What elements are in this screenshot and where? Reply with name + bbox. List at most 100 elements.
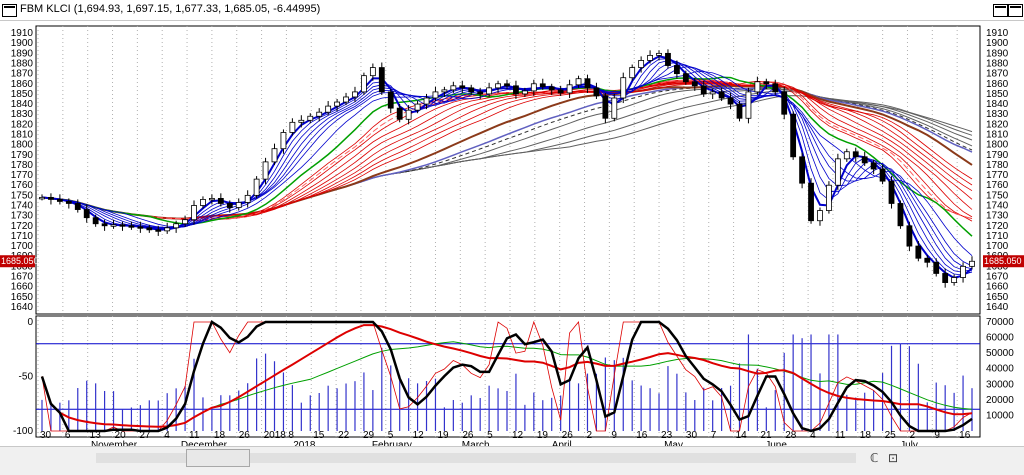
- candle-body: [861, 156, 868, 164]
- month-label: May: [664, 440, 683, 446]
- date-tick-label: 12: [512, 430, 524, 441]
- candle-body: [647, 54, 653, 61]
- minimize-button[interactable]: [993, 4, 1008, 17]
- date-tick-label: 19: [537, 430, 549, 441]
- candle-body: [486, 87, 493, 95]
- price-tick-right: 1840: [986, 99, 1009, 110]
- candle-body: [727, 97, 734, 105]
- candle-body: [960, 265, 966, 278]
- candle-body: [369, 67, 376, 77]
- price-tick-left: 1750: [11, 190, 34, 201]
- price-tick-left: 1670: [11, 272, 34, 283]
- price-tick-right: 1890: [986, 48, 1009, 59]
- candle-body: [74, 203, 81, 210]
- date-tick-label: 18: [860, 430, 872, 441]
- date-tick-label: 19: [437, 430, 449, 441]
- candle-body: [852, 151, 859, 158]
- volume-tick-right: 30000: [986, 379, 1014, 390]
- candle-body: [83, 209, 90, 219]
- candle-body: [924, 257, 931, 263]
- candle-body: [378, 67, 385, 93]
- candle-body: [39, 196, 45, 200]
- price-tick-right: 1820: [986, 119, 1009, 130]
- volume-tick-right: 70000: [986, 317, 1014, 328]
- candle-body: [951, 277, 958, 283]
- last-price-marker: [0, 255, 35, 268]
- candle-body: [173, 223, 180, 229]
- date-tick-label: 23: [661, 430, 673, 441]
- price-tick-left: 1710: [11, 231, 34, 242]
- candle-body: [763, 81, 770, 85]
- last-price-label: 1685.050: [1, 256, 39, 266]
- month-label: February: [372, 440, 412, 446]
- candle-body: [790, 113, 797, 158]
- price-tick-right: 1730: [986, 211, 1009, 222]
- price-tick-left: 1820: [11, 119, 34, 130]
- candle-body: [888, 180, 895, 204]
- date-tick-label: 2: [587, 430, 593, 441]
- mode-icon[interactable]: ℂ: [870, 451, 879, 465]
- candle-body: [155, 229, 162, 232]
- red-moving-average: [41, 79, 973, 222]
- candle-body: [611, 97, 618, 119]
- candle-body: [709, 91, 716, 95]
- date-tick-label: 26: [462, 430, 474, 441]
- candle-body: [933, 261, 940, 274]
- price-tick-left: 1860: [11, 79, 34, 90]
- candle-body: [638, 60, 645, 68]
- candle-body: [235, 202, 242, 208]
- candle-body: [101, 223, 108, 227]
- candle-body: [56, 199, 63, 202]
- blue-moving-average: [41, 71, 973, 256]
- candle-body: [584, 78, 591, 89]
- restore-button[interactable]: [1008, 4, 1023, 17]
- date-tick-label: 12: [413, 430, 425, 441]
- stochastic-fast-line: [40, 320, 973, 433]
- price-tick-right: 1710: [986, 231, 1009, 242]
- candle-body: [521, 90, 528, 95]
- candle-body: [575, 78, 582, 86]
- candle-body: [271, 148, 278, 163]
- candle-body: [915, 245, 922, 259]
- date-tick-label: 11: [835, 430, 846, 441]
- candle-body: [146, 227, 153, 231]
- window-menu-icon[interactable]: [2, 4, 17, 17]
- date-tick-label: 26: [562, 430, 574, 441]
- date-tick-label: 30: [40, 430, 52, 441]
- candle-body: [906, 225, 913, 247]
- date-tick-label: 7: [711, 430, 717, 441]
- date-tick-label: 30: [686, 430, 698, 441]
- candle-body: [539, 83, 546, 88]
- date-tick-label: 16: [959, 430, 971, 441]
- volume-tick-right: 50000: [986, 348, 1014, 359]
- indicator-tick-left: 0: [27, 317, 33, 328]
- color-palette[interactable]: [186, 449, 250, 467]
- candle-body: [316, 111, 323, 117]
- candle-body: [826, 184, 832, 211]
- date-tick-label: 13: [90, 430, 102, 441]
- date-tick-label: 11: [189, 430, 200, 441]
- price-tick-left: 1770: [11, 170, 34, 181]
- candle-body: [128, 225, 135, 228]
- candle-body: [593, 87, 600, 97]
- price-tick-left: 1800: [11, 140, 34, 151]
- calendar-icon[interactable]: ⊡: [888, 451, 899, 465]
- candle-body: [799, 156, 805, 184]
- price-tick-right: 1700: [986, 241, 1009, 252]
- candle-body: [718, 91, 725, 99]
- candle-body: [432, 91, 439, 99]
- price-tick-right: 1850: [986, 89, 1009, 100]
- price-tick-right: 1830: [986, 109, 1009, 120]
- date-tick-label: 18: [214, 430, 226, 441]
- horizontal-scrollbar[interactable]: [96, 453, 856, 463]
- candle-body: [307, 115, 314, 121]
- price-tick-right: 1720: [986, 221, 1009, 232]
- candle-body: [396, 107, 403, 120]
- candle-body: [182, 219, 188, 225]
- price-tick-right: 1660: [986, 282, 1009, 293]
- candle-body: [191, 205, 197, 221]
- month-label: 2018: [293, 440, 316, 446]
- candle-body: [414, 103, 421, 111]
- month-label: April: [552, 440, 572, 446]
